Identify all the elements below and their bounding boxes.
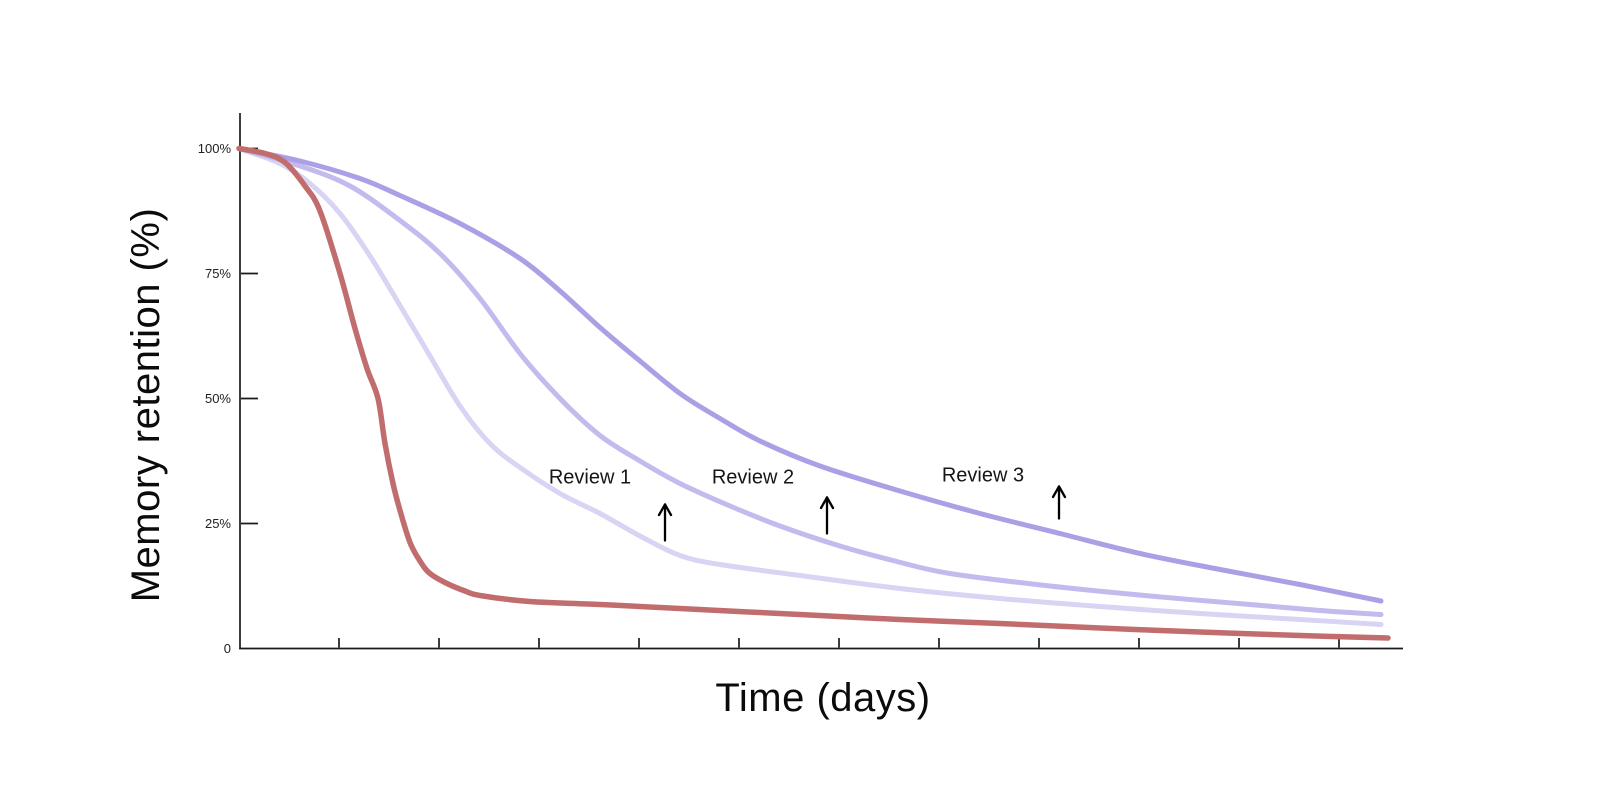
y-tick-label: 25% — [205, 516, 231, 531]
y-tick-label: 100% — [198, 141, 232, 156]
review-label-2: Review 2 — [712, 467, 794, 489]
y-axis-tick-labels: 100% 75% 50% 25% 0 — [198, 141, 232, 656]
y-tick-label: 75% — [205, 266, 231, 281]
curve-after-review-1 — [236, 146, 1384, 627]
y-tick-label: 0 — [224, 641, 231, 656]
y-axis-ticks — [241, 147, 258, 525]
curve-after-review-3 — [236, 146, 1384, 604]
arrow-head-right — [825, 496, 835, 510]
up-arrow-icon — [819, 496, 835, 535]
arrow-head-left — [657, 503, 667, 517]
review-label-1: Review 1 — [549, 467, 631, 489]
curves — [236, 145, 1391, 641]
y-tick-label: 50% — [205, 391, 231, 406]
arrow-head-left — [819, 496, 829, 510]
arrow-head-right — [1057, 485, 1067, 499]
up-arrow-icon — [1051, 485, 1067, 520]
x-axis-ticks — [338, 638, 1340, 648]
curve-no-review-forgetting-curve — [236, 145, 1391, 641]
review-annotations: Review 1 Review 2 Review 3 — [549, 465, 1067, 542]
up-arrow-icon — [657, 503, 673, 542]
x-axis-title: Time (days) — [715, 676, 930, 720]
review-label-3: Review 3 — [942, 465, 1024, 487]
arrow-head-right — [663, 503, 673, 517]
y-axis-title: Memory retention (%) — [124, 208, 168, 603]
arrow-head-left — [1051, 485, 1061, 499]
curve-after-review-2 — [236, 146, 1384, 617]
